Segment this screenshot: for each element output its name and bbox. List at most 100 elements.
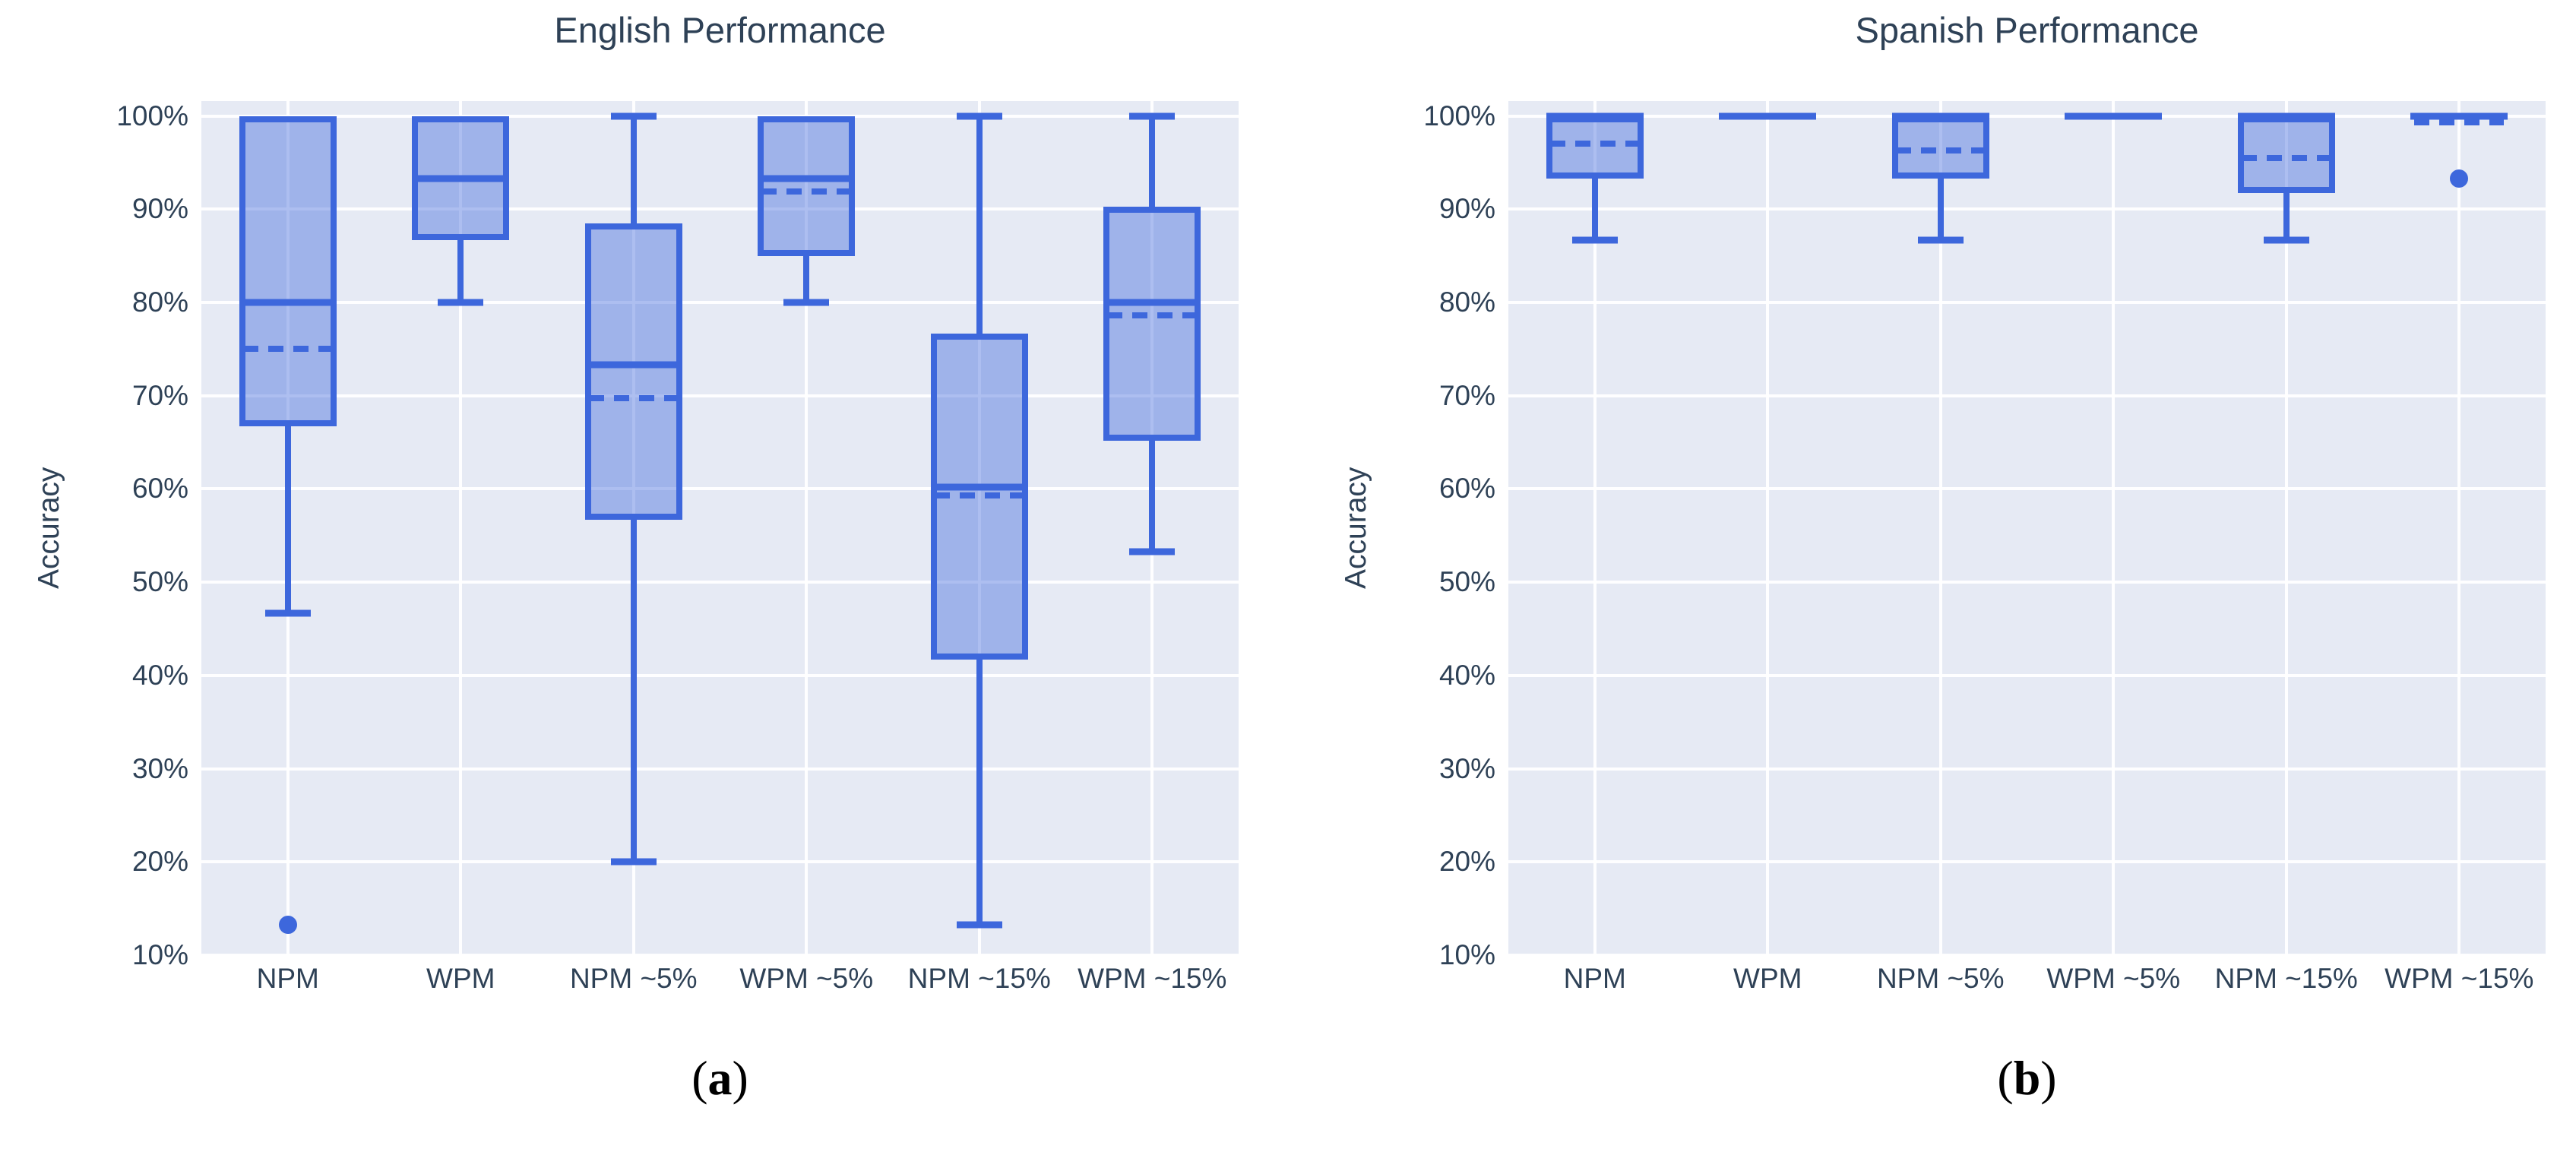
- y-tick-label: 90%: [131, 193, 188, 225]
- gridline-horizontal: [1508, 207, 2546, 211]
- gridline-vertical: [805, 101, 809, 955]
- y-tick-label: 30%: [1438, 752, 1495, 784]
- caption-letter: a: [707, 1051, 733, 1105]
- y-tick-label: 40%: [131, 659, 188, 691]
- x-tick-label: NPM ~15%: [2214, 963, 2358, 994]
- y-tick-label: 100%: [116, 100, 188, 131]
- box-plot-group: [1546, 101, 1644, 955]
- whisker-cap-lower: [1571, 236, 1618, 244]
- whisker-upper: [630, 116, 637, 223]
- box-plot-group: [930, 101, 1028, 955]
- gridline-vertical: [1938, 101, 1942, 955]
- caption-paren-open: (: [691, 1051, 708, 1105]
- whisker-upper: [976, 116, 983, 334]
- x-tick-label: NPM ~15%: [907, 963, 1051, 994]
- outlier-point: [2450, 169, 2469, 188]
- whisker-lower: [1937, 178, 1944, 240]
- median-line: [1103, 299, 1201, 306]
- whisker-cap-lower: [264, 609, 311, 617]
- x-tick-label: WPM: [426, 963, 495, 994]
- x-tick-label: WPM ~5%: [739, 963, 874, 994]
- x-tick-label: NPM: [1563, 963, 1626, 994]
- gridline-horizontal: [201, 581, 1239, 584]
- box-plot-group: [2065, 101, 2163, 955]
- whisker-cap-lower: [1917, 236, 1964, 244]
- gridline-horizontal: [1508, 394, 2546, 397]
- whisker-upper: [1149, 116, 1156, 207]
- x-axis-tick-labels: NPM WPM NPM ~5% WPM ~5% NPM ~15% WPM ~15%: [201, 963, 1239, 1004]
- gridline-vertical: [1766, 101, 1770, 955]
- gridline-horizontal: [201, 954, 1239, 957]
- whisker-cap-upper: [956, 112, 1002, 120]
- median-line: [2410, 112, 2508, 120]
- gridline-horizontal: [201, 673, 1239, 677]
- whisker-lower: [2283, 193, 2290, 240]
- y-tick-label: 50%: [131, 566, 188, 598]
- gridline-vertical: [1593, 101, 1597, 955]
- whisker-lower: [630, 519, 637, 862]
- gridline-horizontal: [1508, 673, 2546, 677]
- whisker-lower: [1591, 178, 1598, 240]
- y-tick-label: 70%: [1438, 379, 1495, 411]
- mean-line: [761, 188, 852, 195]
- mean-line: [1895, 147, 1986, 154]
- gridline-horizontal: [201, 860, 1239, 864]
- gridline-horizontal: [1508, 954, 2546, 957]
- y-tick-label: 40%: [1438, 659, 1495, 691]
- y-tick-label: 20%: [131, 846, 188, 878]
- mean-line: [1549, 141, 1640, 147]
- gridline-horizontal: [1508, 767, 2546, 771]
- box-rect: [1546, 116, 1644, 179]
- x-tick-label: NPM ~5%: [569, 963, 698, 994]
- x-axis-tick-labels: NPM WPM NPM ~5% WPM ~5% NPM ~15% WPM ~15%: [1508, 963, 2546, 1004]
- median-line: [584, 361, 682, 369]
- outlier-point: [278, 915, 297, 934]
- gridline-horizontal: [201, 394, 1239, 397]
- x-tick-label: WPM ~15%: [2385, 963, 2534, 994]
- x-tick-label: WPM: [1733, 963, 1802, 994]
- chart-title: Spanish Performance: [1855, 10, 2199, 50]
- gridline-vertical: [977, 101, 981, 955]
- gridline-vertical: [2112, 101, 2116, 955]
- gridline-horizontal: [201, 114, 1239, 118]
- x-tick-label: NPM: [256, 963, 319, 994]
- subfigure-caption: (a): [201, 1050, 1239, 1106]
- y-axis-label: Accuracy: [33, 467, 65, 590]
- gridline-horizontal: [1508, 487, 2546, 491]
- median-line: [2237, 112, 2335, 120]
- whisker-cap-lower: [438, 299, 484, 306]
- gridline-vertical: [2284, 101, 2288, 955]
- median-line: [239, 299, 337, 306]
- box-plot-group: [1891, 101, 1989, 955]
- box-plot-group: [2410, 101, 2508, 955]
- whisker-cap-lower: [1129, 548, 1176, 555]
- gridline-horizontal: [201, 207, 1239, 211]
- y-tick-label: 90%: [1438, 193, 1495, 225]
- median-line: [1719, 112, 1817, 120]
- mean-line: [934, 492, 1024, 499]
- whisker-cap-upper: [1129, 112, 1176, 120]
- mean-line: [242, 346, 333, 353]
- whisker-cap-lower: [2263, 236, 2309, 244]
- gridline-horizontal: [201, 487, 1239, 491]
- box-plot-group: [1719, 101, 1817, 955]
- box-rect: [584, 223, 682, 520]
- gridline-horizontal: [201, 301, 1239, 305]
- y-tick-label: 70%: [131, 379, 188, 411]
- whisker-lower: [803, 255, 810, 303]
- whisker-cap-lower: [610, 858, 657, 866]
- y-tick-label: 20%: [1438, 846, 1495, 878]
- caption-paren-close: ): [2040, 1051, 2057, 1105]
- box-rect: [239, 116, 337, 427]
- gridline-horizontal: [1508, 581, 2546, 584]
- caption-paren-open: (: [1997, 1051, 2014, 1105]
- box-plot-group: [1103, 101, 1201, 955]
- y-tick-label: 10%: [1438, 939, 1495, 970]
- y-tick-label: 30%: [131, 752, 188, 784]
- whisker-lower: [1149, 440, 1156, 552]
- whisker-lower: [976, 660, 983, 925]
- median-line: [930, 483, 1028, 491]
- median-line: [2065, 112, 2163, 120]
- box-rect: [758, 116, 856, 256]
